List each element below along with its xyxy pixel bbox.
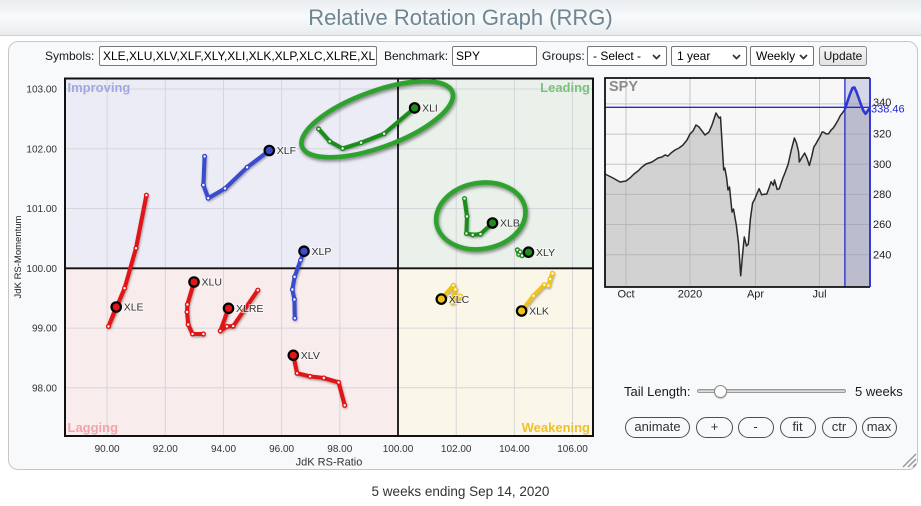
svg-text:Leading: Leading (540, 80, 590, 95)
svg-text:99.00: 99.00 (32, 324, 57, 335)
svg-text:XLU: XLU (202, 277, 222, 289)
svg-text:90.00: 90.00 (95, 444, 120, 455)
svg-text:Oct: Oct (617, 289, 634, 301)
svg-text:SPY: SPY (609, 79, 638, 95)
svg-text:102.00: 102.00 (26, 144, 57, 155)
svg-text:102.00: 102.00 (441, 444, 472, 455)
svg-text:XLV: XLV (301, 350, 320, 362)
svg-text:104.00: 104.00 (499, 444, 530, 455)
svg-text:XLI: XLI (422, 103, 438, 115)
svg-text:XLC: XLC (449, 294, 470, 306)
svg-text:92.00: 92.00 (153, 444, 178, 455)
svg-text:JdK RS-Ratio: JdK RS-Ratio (296, 457, 363, 469)
svg-text:JdK RS-Momentum: JdK RS-Momentum (13, 215, 24, 298)
svg-text:Lagging: Lagging (68, 420, 119, 435)
svg-text:260: 260 (873, 219, 891, 231)
svg-text:XLP: XLP (312, 246, 332, 258)
svg-text:100.00: 100.00 (26, 264, 57, 275)
svg-text:340: 340 (873, 97, 891, 109)
svg-text:XLF: XLF (277, 145, 296, 157)
svg-text:106.00: 106.00 (557, 444, 588, 455)
svg-text:98.00: 98.00 (32, 383, 57, 394)
svg-text:280: 280 (873, 189, 891, 201)
svg-text:XLY: XLY (536, 247, 555, 259)
svg-text:Weakening: Weakening (522, 420, 590, 435)
svg-text:Improving: Improving (68, 80, 131, 95)
svg-text:2020: 2020 (678, 289, 702, 301)
svg-text:101.00: 101.00 (26, 204, 57, 215)
svg-text:300: 300 (873, 159, 891, 171)
svg-text:100.00: 100.00 (383, 444, 414, 455)
svg-text:94.00: 94.00 (211, 444, 236, 455)
svg-text:240: 240 (873, 249, 891, 261)
svg-text:Jul: Jul (812, 289, 826, 301)
svg-text:103.00: 103.00 (26, 85, 57, 96)
svg-text:XLB: XLB (500, 218, 520, 230)
svg-text:Apr: Apr (747, 289, 764, 301)
svg-text:XLE: XLE (124, 302, 144, 314)
svg-text:96.00: 96.00 (269, 444, 294, 455)
svg-text:320: 320 (873, 129, 891, 141)
svg-text:338.46: 338.46 (871, 104, 905, 116)
svg-text:XLRE: XLRE (236, 303, 263, 315)
svg-text:98.00: 98.00 (327, 444, 352, 455)
svg-text:XLK: XLK (529, 306, 549, 318)
